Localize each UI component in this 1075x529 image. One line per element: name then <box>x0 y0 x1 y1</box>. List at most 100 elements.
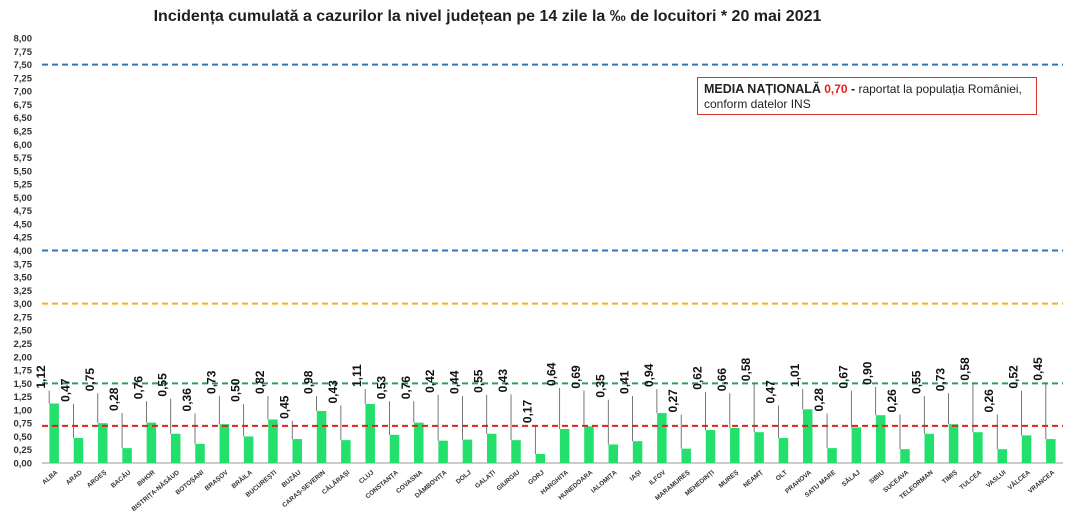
national-average-text-1: raportat la populația României, <box>858 82 1022 96</box>
bar <box>705 430 716 463</box>
data-label: 0,44 <box>447 370 461 394</box>
national-average-value: 0,70 <box>824 82 848 96</box>
data-label: 0,50 <box>229 378 243 402</box>
data-label: 0,42 <box>423 369 437 393</box>
bar <box>1046 439 1056 463</box>
y-tick-label: 1,00 <box>14 405 33 416</box>
data-label: 0,47 <box>58 378 72 402</box>
category-label: BACĂU <box>109 467 133 489</box>
data-label: 0,66 <box>715 368 729 392</box>
y-tick-label: 2,75 <box>14 312 33 323</box>
bar <box>730 427 740 463</box>
chart-title: Incidența cumulată a cazurilor la nivel … <box>153 8 822 25</box>
data-label: 0,35 <box>593 374 607 398</box>
category-label: OLT <box>775 469 789 482</box>
y-tick-label: 1,50 <box>14 379 33 390</box>
data-label: 0,67 <box>836 365 850 389</box>
bar <box>875 415 886 463</box>
bar <box>511 440 521 463</box>
y-tick-label: 3,00 <box>14 299 33 310</box>
data-label: 0,58 <box>739 358 753 382</box>
bar <box>997 449 1007 463</box>
bar <box>49 403 59 463</box>
y-tick-label: 5,75 <box>14 153 33 164</box>
y-tick-label: 0,00 <box>14 459 33 470</box>
y-tick-label: 1,75 <box>14 366 33 377</box>
y-tick-label: 2,25 <box>14 339 33 350</box>
bar <box>438 440 448 463</box>
data-label: 1,12 <box>34 365 48 389</box>
data-label: 0,27 <box>666 389 680 413</box>
data-label: 0,17 <box>520 399 534 423</box>
bar <box>98 423 108 463</box>
data-label: 0,69 <box>569 365 583 389</box>
data-label: 0,75 <box>83 368 97 392</box>
y-tick-label: 6,25 <box>14 126 33 137</box>
data-label: 0,36 <box>180 388 194 412</box>
bar <box>292 439 302 463</box>
bar <box>803 409 813 463</box>
y-tick-label: 0,75 <box>14 419 33 430</box>
bar <box>608 444 619 463</box>
category-label: ALBA <box>41 469 60 486</box>
category-label: GALAȚI <box>474 469 497 490</box>
y-tick-label: 1,25 <box>14 392 33 403</box>
data-label: 1,01 <box>788 363 802 387</box>
bar <box>389 434 400 463</box>
category-label: ILFOV <box>648 469 668 487</box>
data-label: 0,45 <box>277 395 291 419</box>
bar <box>73 438 84 463</box>
y-tick-label: 2,00 <box>14 352 33 363</box>
bar <box>122 448 132 463</box>
data-label: 0,43 <box>496 369 510 393</box>
bar <box>851 427 862 463</box>
national-average-text-2: conform datelor INS <box>704 97 811 111</box>
y-tick-label: 0,25 <box>14 445 33 456</box>
data-label: 0,52 <box>1007 365 1021 389</box>
category-label: TULCEA <box>959 469 984 492</box>
category-label: GIURGIU <box>496 469 522 492</box>
category-label: IAȘI <box>629 469 643 483</box>
category-label: CARAȘ-SEVERIN <box>281 469 327 509</box>
y-tick-label: 3,75 <box>14 259 33 270</box>
bar <box>948 424 959 463</box>
category-label: SĂLAJ <box>840 467 862 488</box>
y-tick-label: 4,75 <box>14 206 33 217</box>
bar <box>462 439 473 463</box>
bar <box>219 424 230 463</box>
bar <box>584 426 594 463</box>
data-label: 1,11 <box>350 364 364 387</box>
bar <box>681 448 691 463</box>
bar <box>365 404 375 463</box>
bar <box>827 448 837 463</box>
y-tick-label: 2,50 <box>14 326 33 337</box>
bar <box>632 441 643 463</box>
data-label: 0,47 <box>763 380 777 404</box>
category-label: NEAMȚ <box>742 469 764 489</box>
bar <box>559 429 570 463</box>
bar <box>316 410 327 463</box>
data-label: 0,28 <box>812 388 826 412</box>
national-average-label: MEDIA NAȚIONALĂ <box>704 82 821 96</box>
data-label: 0,28 <box>107 387 121 411</box>
category-label: GORJ <box>527 469 546 486</box>
category-label: BUZĂU <box>279 467 302 489</box>
y-tick-label: 7,50 <box>14 60 33 71</box>
national-average-box: MEDIA NAȚIONALĂ 0,70 - raportat la popul… <box>697 77 1037 115</box>
category-label: IALOMIȚA <box>590 469 619 495</box>
bar <box>268 419 278 463</box>
category-label: SIBIU <box>868 469 886 486</box>
bar <box>243 436 254 463</box>
bar <box>1021 435 1032 463</box>
category-label: BRAȘOV <box>204 469 230 493</box>
category-label: VRANCEA <box>1027 469 1056 495</box>
data-label: 0,90 <box>861 361 875 385</box>
y-tick-label: 7,25 <box>14 73 33 84</box>
bar <box>170 433 181 463</box>
bar <box>754 432 764 463</box>
data-label: 0,55 <box>909 370 923 394</box>
bar <box>486 433 497 463</box>
category-label: DOLJ <box>455 469 473 486</box>
y-tick-label: 7,75 <box>14 47 33 58</box>
category-label: TIMIȘ <box>941 469 959 486</box>
